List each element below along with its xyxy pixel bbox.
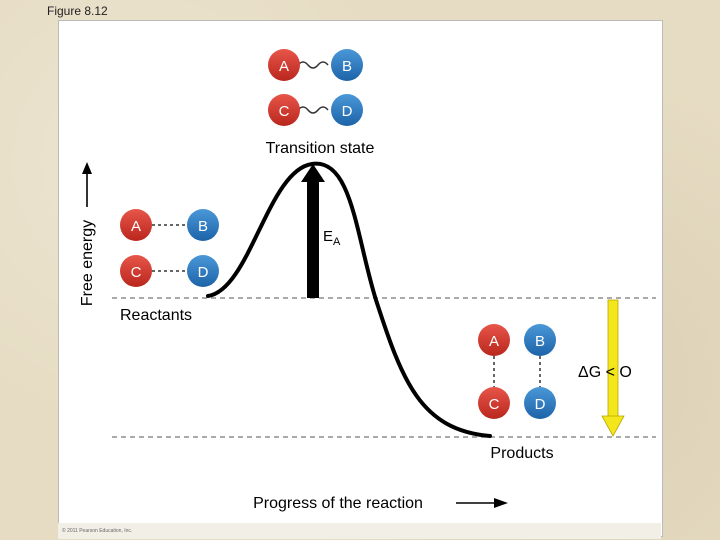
molecule-d-transition	[331, 94, 363, 126]
transition-state-label: Transition state	[266, 140, 375, 157]
delta-g-arrow	[601, 299, 625, 437]
molecule-c-transition	[268, 94, 300, 126]
figure-label: Figure 8.12	[47, 4, 108, 18]
reactant-molecules: A B C D	[120, 209, 219, 287]
molecule-c-label: C	[489, 396, 500, 413]
y-axis-label: Free energy	[79, 220, 96, 306]
figure-panel	[58, 20, 663, 537]
reactants-label: Reactants	[120, 307, 192, 324]
x-axis-label: Progress of the reaction	[253, 495, 423, 512]
product-molecules: A B C D	[478, 324, 556, 419]
molecule-a-reactant	[120, 209, 152, 241]
molecule-c-label: C	[131, 264, 142, 281]
molecule-a-label: A	[279, 58, 289, 75]
molecule-a-label: A	[131, 218, 141, 235]
activation-energy-label: EA	[323, 228, 341, 248]
molecule-b-label: B	[342, 58, 352, 75]
molecule-d-product	[524, 387, 556, 419]
molecule-a-label: A	[489, 333, 499, 350]
delta-g-label: ΔG < O	[578, 364, 632, 381]
molecule-d-label: D	[198, 264, 209, 281]
copyright-text: © 2011 Pearson Education, Inc.	[58, 523, 661, 539]
y-axis-arrow	[82, 162, 92, 207]
molecule-b-transition	[331, 49, 363, 81]
molecule-c-reactant	[120, 255, 152, 287]
molecule-b-product	[524, 324, 556, 356]
molecule-a-product	[478, 324, 510, 356]
activation-energy-arrow	[301, 164, 325, 298]
molecule-d-label: D	[535, 396, 546, 413]
energy-curve	[206, 161, 492, 438]
molecule-a-transition	[268, 49, 300, 81]
molecule-c-label: C	[279, 103, 290, 120]
molecule-b-reactant	[187, 209, 219, 241]
molecule-d-reactant	[187, 255, 219, 287]
transition-state-molecules: A B C D	[268, 49, 363, 126]
molecule-b-label: B	[535, 333, 545, 350]
molecule-d-label: D	[342, 103, 353, 120]
products-label: Products	[490, 445, 553, 462]
molecule-b-label: B	[198, 218, 208, 235]
x-axis-arrow	[456, 498, 508, 508]
molecule-c-product	[478, 387, 510, 419]
